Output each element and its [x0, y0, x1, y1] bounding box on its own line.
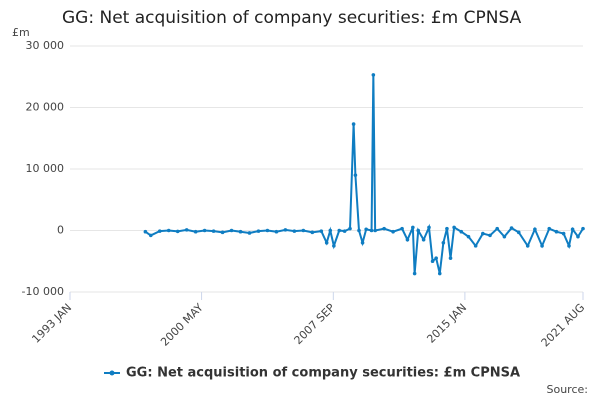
point — [405, 237, 410, 242]
point — [175, 229, 180, 234]
point — [411, 225, 415, 230]
y-axis-label: £m — [12, 26, 30, 39]
point — [567, 244, 571, 248]
point — [364, 227, 368, 232]
point — [473, 244, 478, 248]
point — [283, 228, 288, 232]
point — [348, 226, 352, 231]
point — [292, 229, 297, 233]
point — [371, 73, 376, 77]
point — [576, 234, 580, 239]
point — [554, 229, 559, 234]
legend-marker — [109, 370, 115, 376]
point — [369, 228, 374, 233]
point — [324, 241, 329, 245]
y-tick-label: 30 000 — [26, 39, 65, 52]
point — [351, 122, 356, 126]
point — [332, 244, 336, 248]
point — [328, 228, 333, 233]
point — [373, 228, 377, 233]
point — [157, 229, 162, 233]
point — [184, 228, 189, 232]
point — [148, 233, 153, 238]
source: Source: — [547, 383, 589, 396]
x-tick-label: 2015 JAN — [424, 301, 469, 346]
y-tick-label: -10 000 — [22, 285, 64, 298]
x-tick-label: 2021 AUG — [539, 301, 588, 350]
point — [220, 230, 225, 235]
x-tick-label: 2000 MAY — [158, 301, 206, 349]
point — [301, 228, 306, 233]
point — [488, 233, 492, 238]
point — [533, 227, 537, 232]
point — [391, 229, 395, 234]
point — [166, 228, 171, 233]
point — [337, 228, 342, 233]
y-tick-label: 0 — [57, 224, 64, 237]
point — [229, 228, 234, 233]
point — [319, 229, 324, 233]
point — [412, 271, 417, 276]
point — [502, 234, 507, 239]
chart-title: GG: Net acquisition of company securitie… — [62, 8, 522, 28]
point — [466, 234, 471, 239]
x-tick-label: 2007 SEP — [292, 301, 338, 347]
point — [342, 229, 347, 233]
point — [437, 271, 442, 276]
point — [357, 228, 361, 233]
point — [143, 229, 148, 234]
line — [144, 74, 584, 274]
point — [434, 256, 438, 260]
point — [561, 231, 566, 236]
point — [202, 228, 207, 233]
point — [540, 244, 544, 248]
point — [238, 229, 243, 234]
point — [310, 230, 315, 235]
point — [382, 226, 386, 231]
point — [421, 237, 426, 242]
point — [547, 226, 552, 231]
point — [353, 173, 358, 177]
point — [193, 229, 198, 234]
point — [427, 225, 431, 230]
point — [360, 241, 365, 245]
point — [570, 227, 575, 232]
legend-label: GG: Net acquisition of company securitie… — [126, 366, 520, 381]
point — [265, 228, 270, 233]
point — [448, 256, 453, 260]
y-tick-label: 10 000 — [26, 162, 65, 175]
point — [452, 225, 456, 230]
point — [459, 229, 464, 234]
point — [400, 226, 404, 231]
point — [581, 226, 585, 231]
point — [274, 229, 279, 234]
point — [211, 229, 216, 233]
y-tick-label: 20 000 — [26, 101, 65, 114]
point — [525, 244, 530, 248]
point — [256, 229, 261, 233]
point — [445, 226, 449, 231]
point — [509, 226, 514, 230]
point — [441, 241, 446, 245]
x-tick-label: 1993 JAN — [29, 301, 74, 346]
point — [516, 230, 521, 235]
point — [481, 231, 485, 236]
point — [495, 226, 500, 231]
point — [416, 228, 421, 233]
point — [247, 231, 252, 235]
point — [430, 259, 435, 264]
